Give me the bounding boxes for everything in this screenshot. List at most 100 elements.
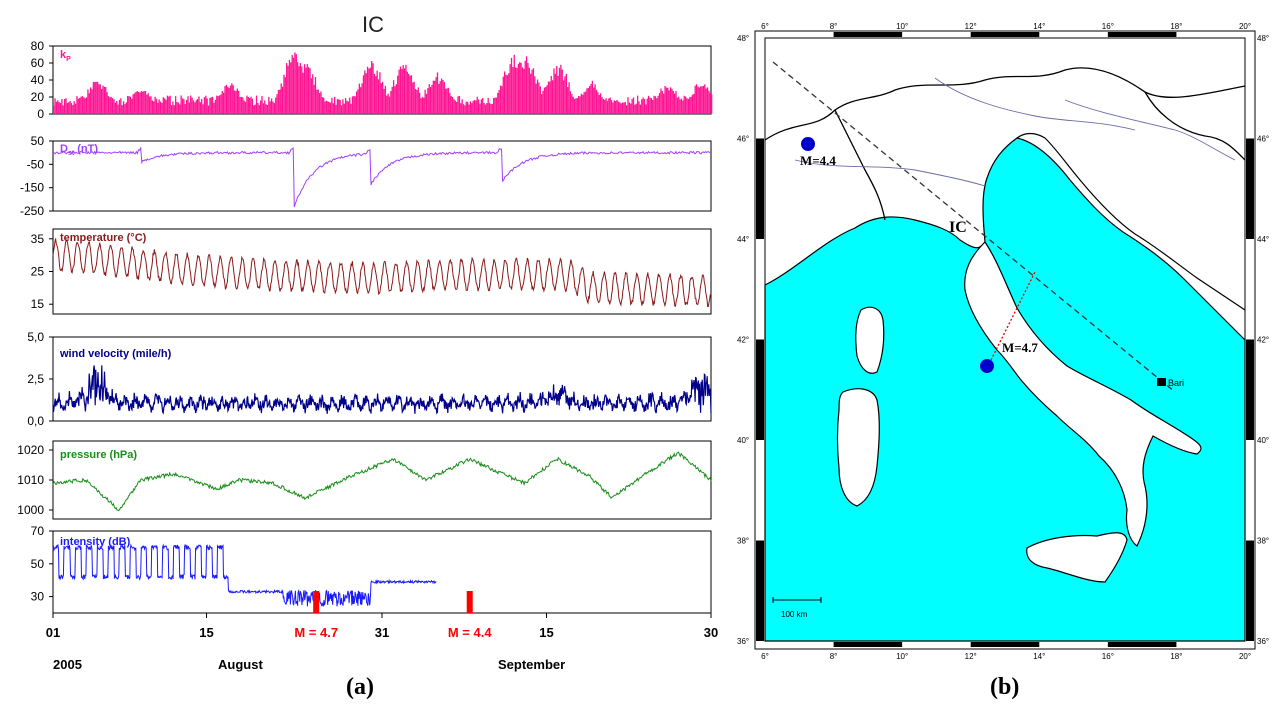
kp-bar-10 [66,102,69,114]
kp-bar-478 [708,90,710,114]
map-lon-bottom-5: 16° [1102,652,1114,661]
kp-bar-68 [146,94,148,114]
kp-bar-292 [453,99,455,114]
kp-bar-100 [190,95,192,114]
pressure-ytick-0: 1020 [17,443,44,457]
kp-bar-474 [702,85,705,114]
kp-bar-95 [183,99,185,114]
kp-bar-456 [678,96,680,114]
kp-bar-155 [265,104,267,114]
kp-bar-345 [525,56,528,114]
kp-bar-181 [301,66,303,114]
panel-b-map: 6° 6° 8° 8° 10° 10° 12° 12° 14° 14° 16° 16° 18° 18° 20… [737,22,1269,661]
kp-bar-108 [201,98,203,114]
quake-north-label: M=4.4 [800,153,836,168]
kp-bar-164 [277,89,280,114]
kp-bar-110 [203,97,206,114]
kp-bar-297 [460,103,462,114]
kp-bar-441 [657,95,659,114]
kp-bar-253 [399,66,402,114]
kp-bar-6 [61,99,63,114]
kp-bar-425 [635,103,637,114]
kp-bar-330 [505,74,507,114]
quake-south-label: M=4.7 [1002,340,1038,355]
kp-bar-258 [406,71,408,114]
kp-bar-317 [487,97,489,114]
kp-bar-114 [209,97,211,114]
kp-bar-418 [626,105,628,114]
kp-bar-250 [395,84,398,114]
kp-bar-388 [584,91,587,114]
map-lon-top-1: 8° [830,22,838,31]
kp-bar-8 [63,99,66,114]
kp-bar-203 [331,97,333,114]
northern-borders [764,67,1246,221]
kp-bar-453 [673,93,676,114]
kp-bar-195 [320,91,322,114]
kp-bar-160 [272,101,274,114]
kp-bar-36 [102,85,104,114]
kp-bar-287 [446,88,448,114]
kp-bar-48 [118,99,121,114]
kp-bar-290 [450,96,452,114]
kp-bar-430 [642,97,644,114]
month-label-september: September [498,657,565,672]
map-lon-bottom-3: 12° [965,652,977,661]
kp-bar-465 [690,96,692,114]
kp-bar-52 [124,104,126,114]
kp-bar-81 [164,98,166,114]
kp-bar-34 [99,84,101,114]
kp-bar-174 [291,55,293,114]
kp-bar-457 [679,99,681,114]
kp-bar-49 [120,98,122,114]
map-band-left-1 [756,138,764,239]
kp-bar-165 [279,89,281,114]
kp-bar-303 [468,104,470,114]
kp-bar-201 [328,102,330,114]
pressure-ytick-2: 1000 [17,503,44,517]
kp-bar-119 [216,95,218,114]
map-lat-right-5: 38° [1257,537,1269,546]
map-lon-top-2: 10° [896,22,908,31]
kp-bar-319 [490,103,492,114]
kp-bar-211 [342,99,344,114]
kp-bar-140 [244,102,247,114]
kp-bar-285 [443,82,445,114]
kp-bar-80 [162,97,164,114]
kp-bar-87 [172,101,174,114]
kp-bar-272 [425,93,428,114]
map-band-left-3 [756,339,764,440]
kp-bar-469 [695,84,698,114]
temperature-panel: temperature (°C) 35 25 15 [31,228,712,315]
kp-bar-262 [412,82,414,114]
kp-bar-225 [361,83,363,114]
kp-bar-304 [469,101,472,114]
kp-bar-192 [316,89,318,114]
kp-bar-42 [110,97,112,114]
map-lat-left-0: 48° [737,34,749,43]
kp-ytick-4: 0 [37,107,44,121]
kp-bar-300 [464,105,466,114]
kp-bar-403 [605,98,607,114]
kp-bar-61 [136,91,138,114]
kp-bar-244 [387,93,389,114]
kp-bar-25 [87,89,89,114]
panel-b-caption: (b) [990,674,1020,700]
kp-bar-238 [379,72,381,114]
dst-ytick-3: -250 [20,204,44,218]
kp-bar-123 [221,91,223,114]
kp-bar-264 [414,88,417,114]
corsica-island [855,306,885,374]
kp-bar-45 [114,102,116,114]
kp-bar-257 [405,64,407,114]
kp-bar-379 [572,96,574,114]
kp-bar-274 [428,84,430,114]
kp-bar-115 [210,97,212,114]
kp-bar-121 [218,95,221,114]
kp-bar-327 [501,86,503,114]
kp-bar-458 [680,98,683,114]
kp-bar-60 [135,91,137,114]
kp-bar-298 [461,99,463,114]
map-lon-top-0: 6° [761,22,769,31]
kp-panel: kP 80 60 40 20 0 [31,39,713,121]
